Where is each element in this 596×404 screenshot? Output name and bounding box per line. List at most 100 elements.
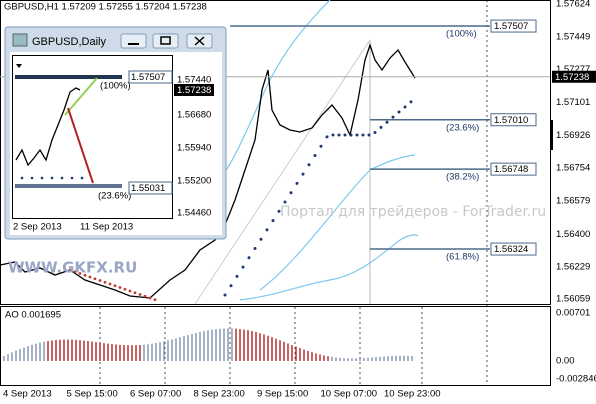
sar-dot	[343, 133, 347, 137]
sar-dot	[301, 172, 305, 176]
watermark: Портал для трейдеров - ForTrader.ru	[280, 204, 546, 220]
broker-watermark: WWW.GKFX.RU	[8, 259, 137, 277]
inset-fib-box	[128, 181, 173, 195]
inset-price-label: 1.54460	[177, 208, 211, 219]
sar-dot	[68, 268, 72, 272]
main-header: GBPUSD,H1 1.57209 1.57255 1.57204 1.5723…	[4, 2, 207, 13]
sar-dot	[253, 247, 257, 250]
sar-dot	[391, 115, 395, 119]
sar-dot	[283, 200, 287, 204]
sar-dot	[229, 284, 233, 288]
sar-dot	[133, 291, 137, 295]
sar-dot	[265, 228, 269, 232]
indicator-label: AO 0.001695	[5, 310, 61, 321]
sar-dot	[93, 277, 97, 281]
sar-dot	[223, 293, 227, 297]
minimize-button[interactable]	[120, 33, 147, 49]
ao-histogram	[3, 328, 413, 361]
sar-dot	[349, 133, 353, 137]
sar-dot	[123, 287, 127, 291]
sar-dot	[153, 298, 157, 302]
indicator-axis-label: -0.002846	[556, 374, 596, 385]
fib-price: 1.56324	[494, 244, 528, 255]
price-label: 1.57449	[556, 32, 590, 43]
maximize-button[interactable]	[152, 33, 179, 49]
sar-dot	[103, 280, 107, 284]
fib-price: 1.57010	[494, 115, 528, 126]
fib-trendline	[194, 39, 371, 305]
fib-percent: (61.8%)	[446, 252, 479, 263]
main-frame	[0, 0, 551, 305]
fib-price-box	[490, 19, 537, 33]
inset-fib-box	[128, 70, 173, 84]
sar-dot	[108, 282, 112, 286]
time-label: 4 Sep 2013	[3, 389, 52, 400]
price-label: 1.56926	[556, 130, 590, 141]
sar-dot	[113, 284, 117, 288]
fib-price-box	[490, 162, 537, 176]
sar-dot	[337, 133, 341, 137]
inset-icon	[12, 33, 28, 47]
time-label: 10 Sep 23:00	[384, 389, 441, 400]
sar-dot	[355, 133, 359, 137]
sar-dot	[235, 274, 239, 278]
indicator-axis-label: 0.00	[556, 356, 575, 367]
inset-plot	[12, 55, 173, 219]
sar-dot	[367, 133, 371, 137]
price-label: 1.57624	[556, 0, 590, 10]
fib-percent: (38.2%)	[446, 172, 479, 183]
time-label: 5 Sep 15:00	[67, 389, 118, 400]
fib-percent: (23.6%)	[446, 122, 479, 133]
indicator-frame	[0, 306, 551, 386]
inset-fib-price: 1.57507	[131, 72, 165, 83]
period-separators	[99, 0, 488, 385]
price-label: 1.57277	[556, 64, 590, 75]
sar-dot	[241, 265, 245, 269]
inset-window: GBPUSD,Daily (100%) 1.57507 (23.6%) 1.55…	[4, 26, 227, 240]
inset-fib-percent: (100%)	[100, 81, 131, 92]
inset-current-price: 1.57238	[177, 85, 211, 96]
sar-dot	[397, 110, 401, 114]
inset-price-label: 1.55940	[177, 143, 211, 154]
sar-dots	[223, 100, 413, 297]
sar-dot	[78, 272, 82, 275]
inset-time-label: 11 Sep 2013	[80, 222, 133, 233]
fib-price-box	[490, 242, 537, 256]
fib-price-box	[490, 113, 537, 127]
sar-dot	[361, 133, 365, 137]
price-label: 1.56579	[556, 195, 590, 206]
time-label: 6 Sep 07:00	[130, 389, 181, 400]
price-label: 1.56059	[556, 294, 590, 305]
sar-dot	[379, 125, 383, 129]
sar-dot	[289, 191, 293, 195]
sar-dot	[128, 289, 132, 293]
sar-dot	[385, 120, 389, 124]
price-label: 1.56229	[556, 261, 590, 272]
sar-dots-red	[68, 268, 157, 302]
sar-dot	[409, 100, 413, 104]
price-label: 1.56400	[556, 229, 590, 240]
sar-dot	[88, 275, 92, 279]
inset-price-label: 1.57440	[177, 75, 211, 86]
time-label: 9 Sep 15:00	[257, 389, 308, 400]
sar-dot	[138, 293, 142, 296]
sar-dot	[148, 296, 152, 300]
inset-price-label: 1.56680	[177, 110, 211, 121]
inset-price-label: 1.55200	[177, 176, 211, 187]
price-label: 1.56754	[556, 163, 590, 174]
inset-chart	[10, 52, 222, 235]
scroll-mark	[550, 120, 553, 150]
sar-dot	[331, 133, 335, 137]
sar-dot	[313, 154, 317, 157]
sar-dot	[403, 105, 407, 109]
sar-dot	[319, 144, 323, 148]
price-label: 1.57101	[556, 97, 590, 108]
current-price: 1.57238	[555, 72, 589, 83]
fib-price: 1.57507	[494, 21, 528, 32]
sar-dot	[373, 130, 377, 134]
sar-dot	[325, 135, 329, 139]
inset-current-box	[174, 84, 214, 96]
current-price-box	[552, 70, 596, 83]
inset-time-label: 2 Sep 2013	[13, 222, 62, 233]
